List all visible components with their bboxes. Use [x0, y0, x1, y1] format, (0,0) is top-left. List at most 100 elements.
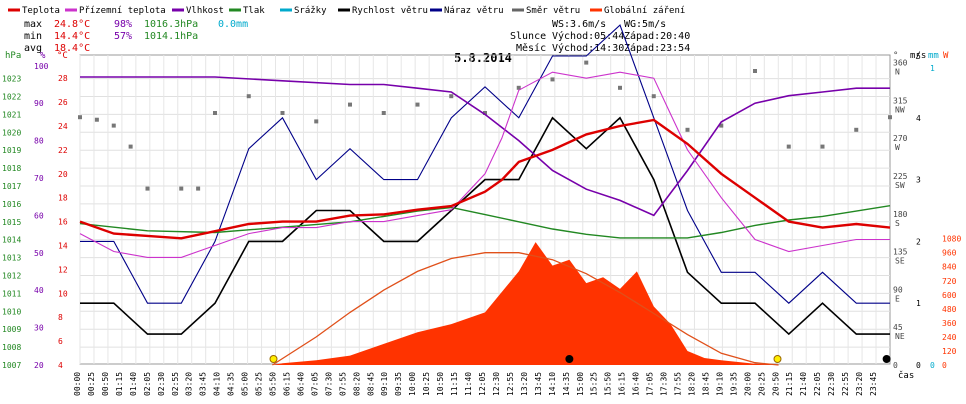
- x-tick-label: 08:20: [352, 372, 361, 396]
- x-tick-label: 10:00: [408, 372, 417, 396]
- wind-dir-point: [685, 127, 690, 132]
- x-tick-label: 18:20: [687, 372, 696, 396]
- radiation-axis-unit: W: [943, 51, 949, 61]
- humidity-tick-label: 70: [34, 174, 44, 183]
- pressure-line: [79, 205, 891, 239]
- wind-dir-point: [854, 127, 859, 132]
- x-tick-label: 05:50: [269, 372, 278, 396]
- x-tick-label: 04:10: [213, 372, 222, 396]
- wind-dir-point: [280, 111, 285, 115]
- x-tick-label: 12:30: [492, 372, 501, 396]
- legend-label: Tlak: [243, 6, 265, 16]
- x-tick-label: 07:30: [324, 372, 333, 396]
- humidity-axis-unit: %: [40, 51, 46, 61]
- x-tick-label: 13:45: [534, 372, 543, 396]
- wind-dir-point: [618, 85, 622, 90]
- x-tick-label: 11:40: [464, 372, 473, 396]
- legend-label: Srážky: [294, 6, 327, 16]
- info-mesic: Měsíc: [516, 42, 546, 54]
- pressure-tick-label: 1011: [2, 289, 21, 298]
- humidity-tick-label: 80: [34, 137, 44, 146]
- humidity-tick-label: 20: [34, 361, 44, 370]
- wind-speed-tick-label: 4: [916, 114, 921, 123]
- x-tick-label: 11:15: [450, 372, 459, 396]
- info-block: WS:3.6m/s WG:5m/s Slunce Východ:05:44 Zá…: [510, 19, 690, 54]
- legend-label: Teplota: [22, 6, 60, 16]
- temperature-tick-label: 20: [58, 170, 68, 179]
- x-tick-label: 20:00: [743, 372, 752, 396]
- x-tick-label: 05:25: [255, 372, 264, 396]
- x-tick-label: 22:05: [813, 372, 822, 396]
- temperature-tick-label: 28: [58, 74, 68, 83]
- wind-dir-point: [213, 111, 217, 115]
- x-tick-label: 15:00: [576, 372, 585, 396]
- x-tick-label: 03:45: [199, 372, 208, 396]
- wind-speed-tick-label: 2: [916, 237, 921, 246]
- x-tick-label: 12:05: [478, 372, 487, 396]
- wind-dir-point: [78, 115, 82, 120]
- stats-block: max 24.8°C 98% 1016.3hPa 0.0mm min 14.4°…: [24, 19, 248, 54]
- x-tick-label: 23:20: [855, 372, 864, 396]
- wind-speed-tick-label: 1: [916, 299, 921, 308]
- legend-label: Rychlost větru: [352, 6, 428, 16]
- stat-max-press: 1016.3hPa: [144, 19, 198, 30]
- chart-title: 5.8.2014: [454, 51, 512, 65]
- wind-dir-tick-label: 180: [893, 210, 908, 219]
- moonrise-marker: [565, 355, 574, 363]
- stat-avg-temp: 18.4°C: [54, 43, 90, 54]
- clear-sky-line: [272, 252, 779, 366]
- radiation-tick-label: 480: [942, 305, 957, 314]
- wind-dir-point: [786, 144, 791, 149]
- stat-max-rain: 0.0mm: [218, 19, 248, 30]
- x-tick-label: 06:15: [282, 372, 291, 396]
- wind-dir-tick-label: S: [895, 219, 900, 228]
- info-slunce: Slunce: [510, 31, 546, 42]
- legend-label: Směr větru: [526, 6, 580, 16]
- temperature-tick-label: 14: [58, 242, 68, 251]
- wind-dir-point: [719, 123, 724, 128]
- sunrise-marker: [269, 355, 278, 363]
- x-tick-label: 22:55: [841, 372, 850, 396]
- legend-label: Vlhkost: [186, 6, 224, 16]
- wind-dir-point: [179, 186, 184, 191]
- wind-dir-point: [550, 77, 555, 82]
- temperature-tick-label: 16: [58, 218, 68, 227]
- stat-min-hum: 57%: [114, 31, 132, 42]
- radiation-tick-label: 0: [942, 361, 947, 370]
- info-slunce-vychod: Východ:05:44: [552, 30, 624, 42]
- temperature-line: [79, 118, 891, 240]
- sunset-marker: [773, 355, 782, 363]
- x-tick-label: 21:15: [785, 372, 794, 396]
- x-axis-label: čas: [898, 370, 914, 381]
- wind-dir-point: [483, 111, 487, 115]
- wind-dir-point: [584, 60, 589, 65]
- x-tick-label: 14:10: [548, 372, 557, 396]
- temperature-tick-label: 24: [58, 122, 68, 131]
- x-tick-label: 15:50: [604, 372, 613, 396]
- x-tick-label: 23:45: [869, 372, 878, 396]
- temperature-axis-unit: °C: [57, 51, 68, 61]
- wind-dir-tick-label: NW: [895, 105, 905, 114]
- radiation-tick-label: 960: [942, 249, 957, 258]
- x-tick-label: 12:55: [506, 372, 515, 396]
- pressure-tick-label: 1015: [2, 218, 21, 227]
- x-tick-label: 06:40: [296, 372, 305, 396]
- rain-axis-unit: mm: [928, 51, 939, 61]
- wind-dir-axis-unit: °: [893, 51, 898, 61]
- x-tick-label: 18:45: [701, 372, 710, 396]
- wind-speed-axis-unit: m/s: [910, 51, 926, 61]
- x-tick-label: 07:05: [310, 372, 319, 396]
- humidity-tick-label: 30: [34, 324, 44, 333]
- pressure-tick-label: 1009: [2, 325, 21, 334]
- wind-speed-tick-label: 5: [916, 52, 921, 61]
- stat-avg-label: avg: [24, 43, 42, 54]
- pressure-tick-label: 1014: [2, 236, 21, 245]
- temperature-tick-label: 12: [58, 265, 68, 274]
- legend-label: Přízemní teplota: [79, 6, 166, 16]
- x-tick-label: 17:55: [674, 372, 683, 396]
- legend-label: Globální záření: [604, 6, 685, 16]
- wind-dir-point: [820, 144, 825, 149]
- x-tick-label: 09:35: [394, 372, 403, 396]
- x-tick-label: 00:50: [101, 372, 110, 396]
